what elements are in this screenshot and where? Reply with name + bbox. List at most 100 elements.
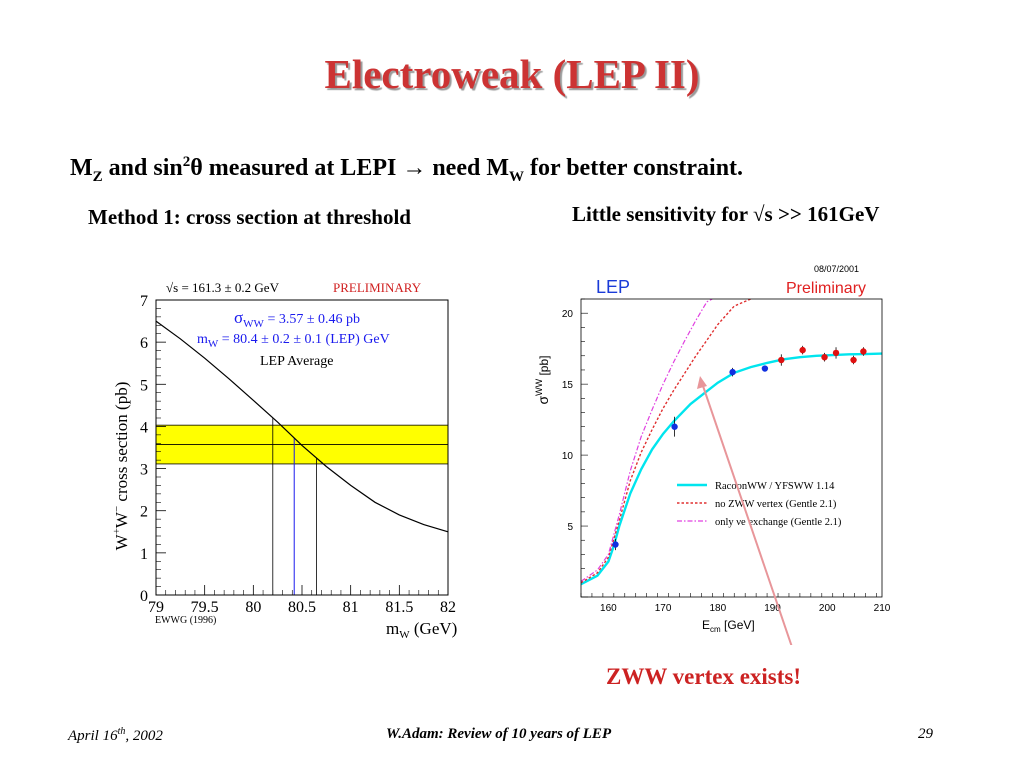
r-data-point [821,353,828,361]
r-series-line-3 [581,299,713,582]
ticks-group: 0 1 2 3 4 5 6 7 79 79.5 80 80.5 81 81.5 82 [140,293,456,616]
sigma-ww-annotation: σWW = 3.57 ± 0.46 pb [234,308,360,330]
r-curves-group [581,299,882,586]
footer-page-number: 29 [918,726,933,742]
slide-title: Electroweak (LEP II) [324,51,700,97]
chart-right-date: 08/07/2001 [814,264,859,274]
r-x-tick-label: 200 [819,603,836,614]
ylabel-sup2: − [111,506,123,512]
r-legend-label-1: RacoonWW / YFSWW 1.14 [715,481,835,492]
cross-section-chart: 0 1 2 3 4 5 6 7 79 79.5 80 80.5 81 81.5 82 √s = 161.3 … [100,270,470,640]
sigma-ww-value: = 3.57 ± 0.46 pb [264,312,360,327]
r-data-point [832,349,840,357]
xlabel-sub: W [399,629,410,640]
zww-arrow-line [701,382,793,645]
x-tick-label: 80.5 [288,599,316,616]
y-tick-label: 0 [140,588,148,605]
r-x-tick-label: 190 [764,603,781,614]
r-legend-label-2: no ZWW vertex (Gentle 2.1) [715,499,837,510]
r-xlabel-e: E [702,618,710,632]
chart-left-preliminary: PRELIMINARY [333,280,422,295]
ylabel-w1: W [112,533,131,550]
r-data-point [671,423,678,430]
chart-right-xlabel: Ecm [GeV] [702,618,755,634]
mw-band-group [155,424,449,465]
r-y-tick-label: 10 [562,451,574,462]
y-tick-label: 1 [140,546,148,563]
r-y-tick-label: 15 [562,380,574,391]
method-1-label: Method 1: cross section at threshold [88,205,411,229]
zww-arrow [697,376,793,645]
chart-left-header: √s = 161.3 ± 0.2 GeV [166,280,280,295]
r-legend-label-3: only νe exchange (Gentle 2.1) [715,517,842,528]
chart-left-xlabel: mW (GeV) [386,619,457,640]
r-data-point [612,541,619,548]
subtitle-p1: M [70,155,93,181]
chart-right-ylabel: σWW [pb] [534,356,551,405]
r-xlabel-unit: [GeV] [721,618,755,632]
cross-section-curve [155,320,449,533]
curve-group [155,320,449,533]
r-data-point [799,346,806,354]
r-x-tick-label: 180 [709,603,726,614]
chart-right-preliminary: Preliminary [786,280,866,297]
footer-date: April 16th, 2002 [68,726,163,745]
r-ylabel-sup: WW [534,378,544,395]
ylabel-rest: cross section (pb) [112,382,131,506]
x-tick-label: 82 [440,599,456,616]
lep-label: LEP [596,277,630,297]
r-xlabel-sub: cm [710,625,721,634]
xlabel-rest: (GeV) [410,619,458,638]
r-x-tick-label: 160 [600,603,617,614]
y-tick-label: 7 [140,293,148,310]
x-tick-label: 79.5 [191,599,219,616]
r-data-point [860,348,867,355]
chart-left-ylabel: W+W− cross section (pb) [111,382,131,551]
footer-presenter: W.Adam: Review of 10 years of LEP [386,726,612,742]
sigma-ww-symbol: σ [234,308,243,327]
footer-date-main: April 16 [68,728,118,744]
r-series-line-1 [581,352,882,586]
sigma-ww-sub: WW [243,318,264,330]
mw-annotation: mW = 80.4 ± 0.2 ± 0.1 (LEP) GeV [197,332,390,350]
subtitle-s1: Z [92,168,103,185]
r-y-tick-label: 20 [562,309,574,320]
y-tick-label: 2 [140,504,148,521]
lep-average-label: LEP Average [260,354,333,369]
r-y-tick-label: 5 [567,522,573,533]
subtitle-p2: and sin [102,155,183,181]
footer-date-sup: th [117,726,126,737]
ylabel-sup1: + [111,528,123,534]
x-tick-label: 79 [148,599,164,616]
zww-arrow-head [697,376,707,389]
mw-value: = 80.4 ± 0.2 ± 0.1 (LEP) GeV [218,332,389,347]
subtitle: MZ and sin2θ measured at LEPI → need MW … [70,154,743,186]
r-data-point [761,365,769,372]
y-tick-label: 5 [140,377,148,394]
x-tick-label: 80 [245,599,261,616]
chart-left-source: EWWG (1996) [155,615,216,626]
subtitle-s2: 2 [182,154,191,170]
r-series-line-2 [581,299,751,584]
mw-sub: W [208,338,219,350]
r-points-group [612,345,867,551]
mw-symbol: m [197,332,208,347]
r-data-point [850,356,857,364]
zww-vertex-note: ZWW vertex exists! [606,664,802,689]
r-data-point [729,368,736,376]
y-tick-label: 3 [140,462,148,479]
y-tick-label: 4 [140,419,148,436]
r-ylabel-sigma: σ [535,396,551,405]
r-x-tick-label: 210 [874,603,891,614]
chart-right-background [520,255,900,645]
ww-energy-chart: 5 10 15 20 160 170 180 190 200 210 RacoonWW / YFS… [520,255,900,645]
x-tick-label: 81.5 [385,599,413,616]
mw-lines-group [272,417,318,595]
sensitivity-label: Little sensitivity for √s >> 161GeV [572,202,880,226]
r-ylabel-unit: [pb] [537,356,551,379]
y-tick-label: 6 [140,335,148,352]
footer-date-rest: , 2002 [125,728,163,744]
ylabel-w2: W [112,511,131,528]
r-legend-group: RacoonWW / YFSWW 1.14 no ZWW vertex (Gent… [677,481,842,528]
subtitle-s3: W [508,168,524,185]
